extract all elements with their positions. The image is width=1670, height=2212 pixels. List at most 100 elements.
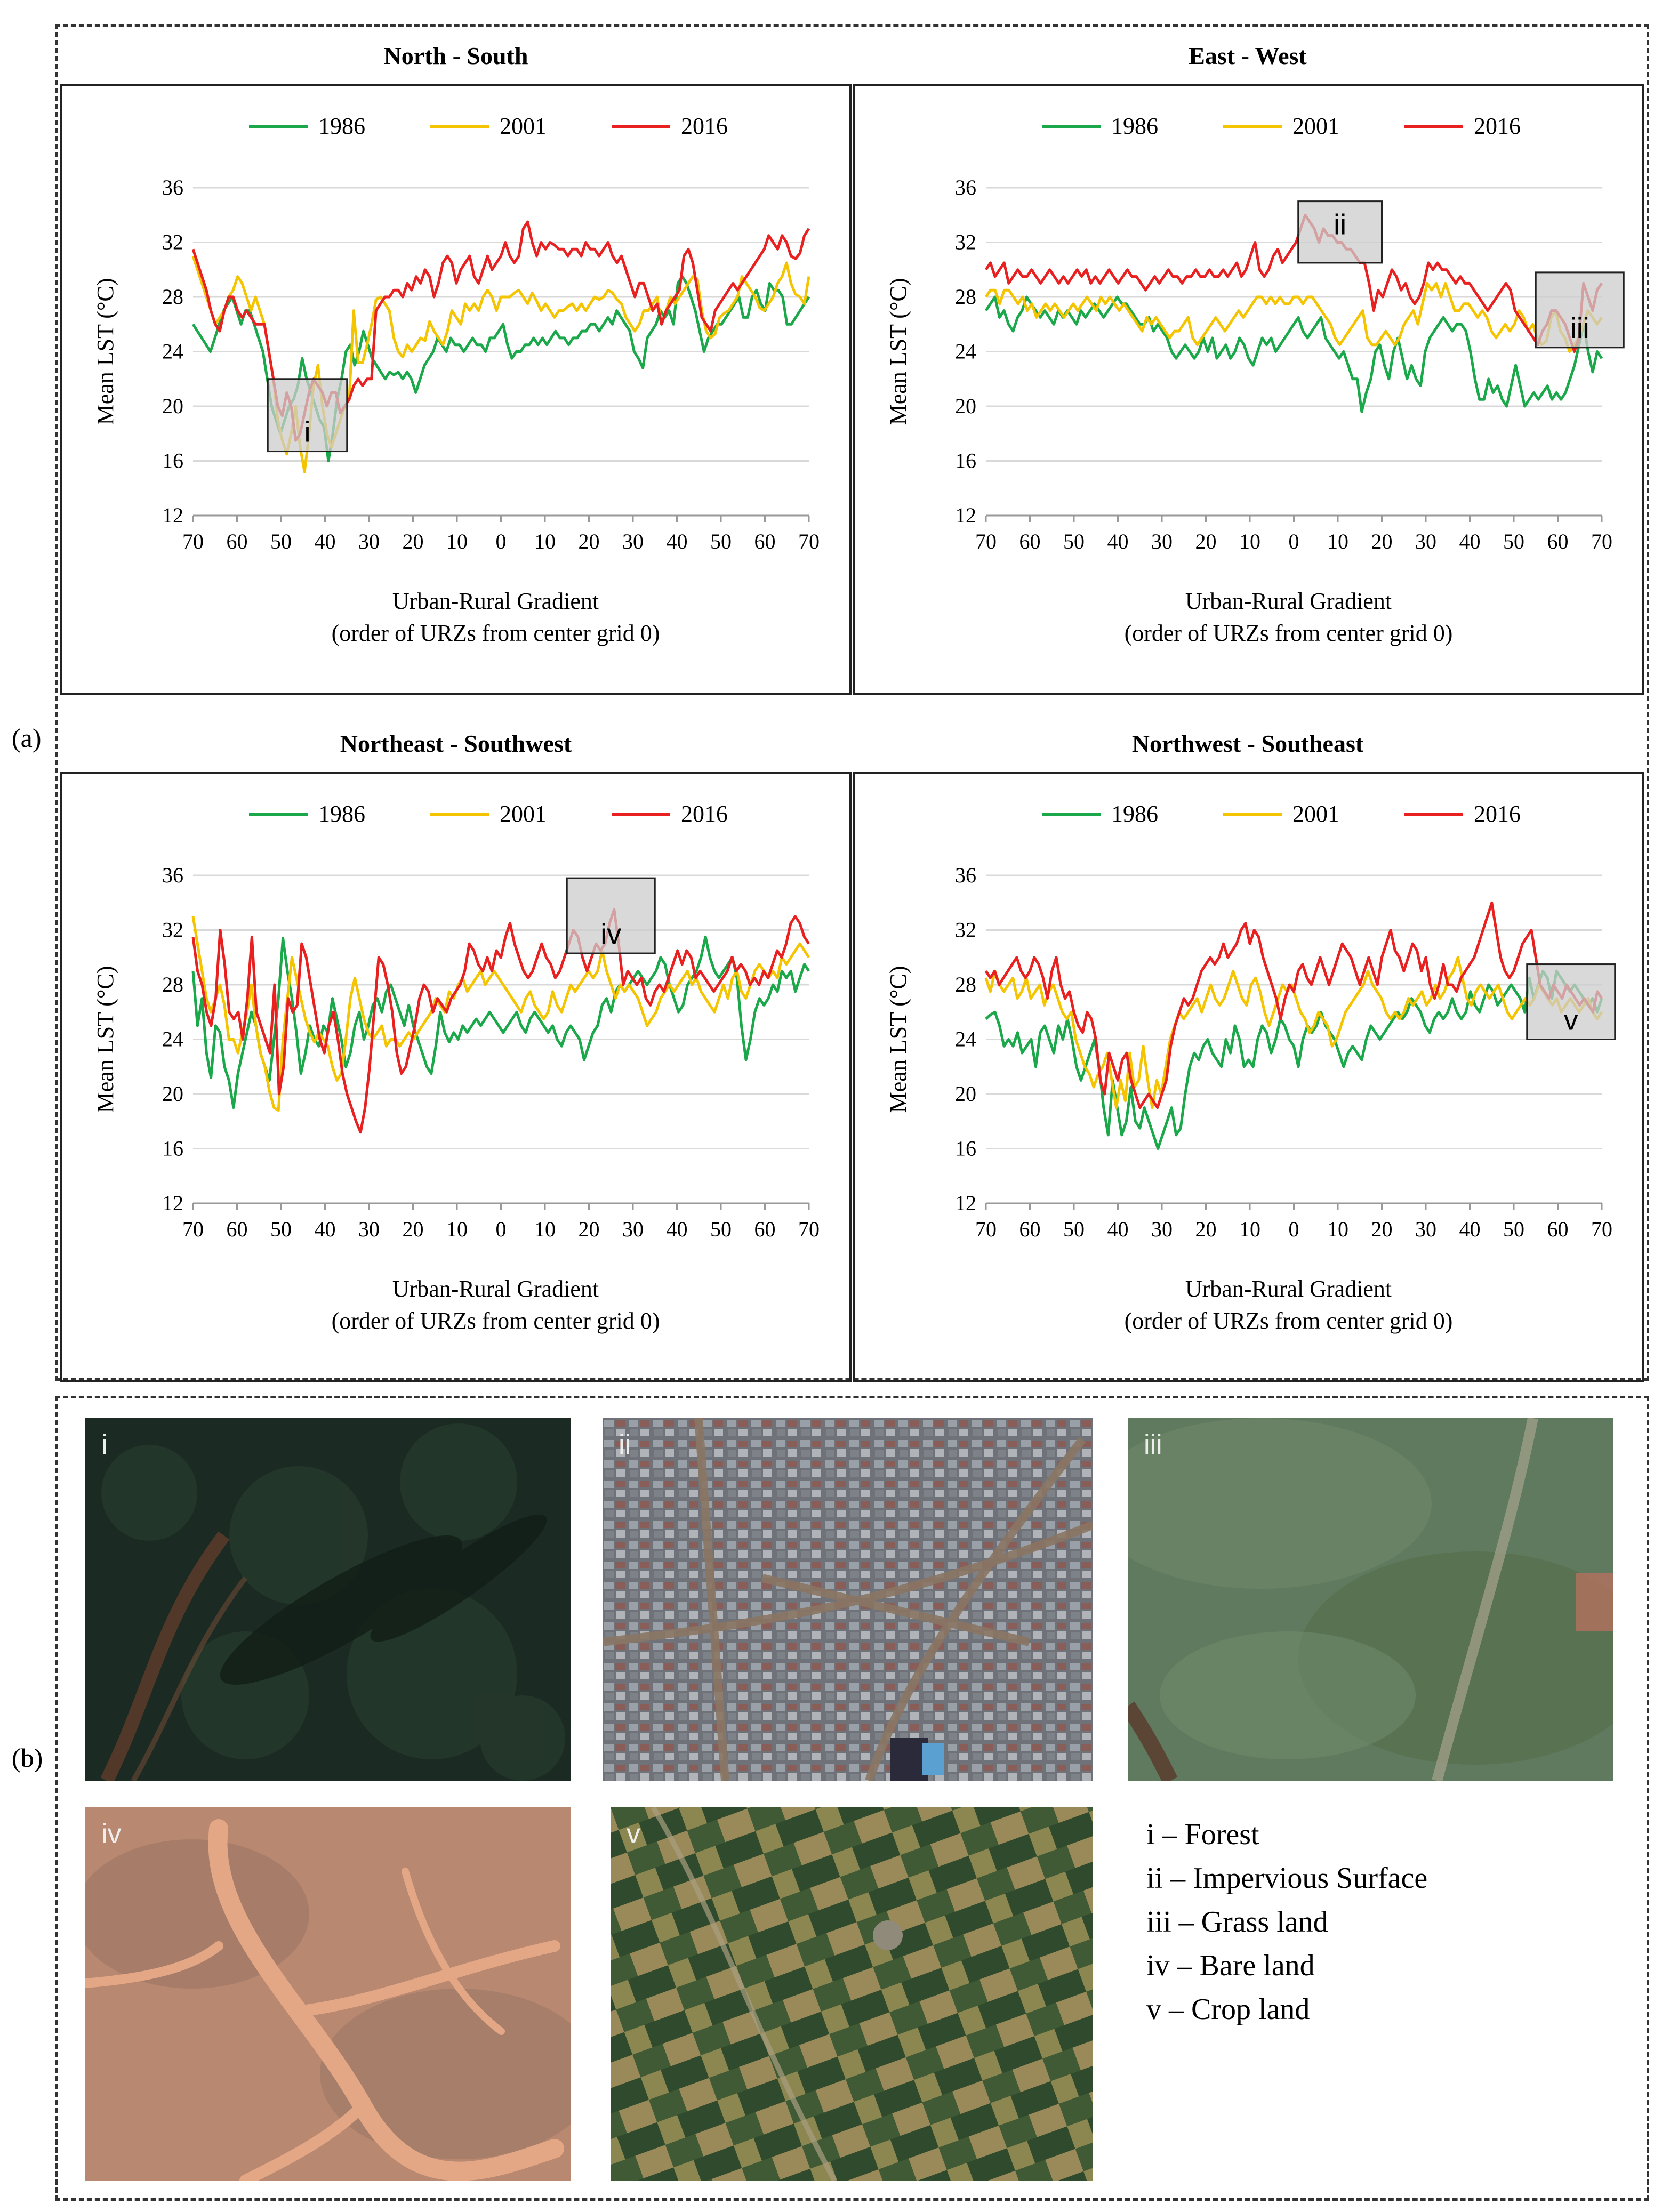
y-axis-label: Mean LST (°C): [92, 966, 118, 1113]
y-tick-label: 16: [162, 449, 183, 473]
x-tick-label: 40: [1459, 1217, 1481, 1241]
chart-title-northwest-southeast: Northwest - Southeast: [1131, 730, 1364, 757]
series-line-2001: [984, 956, 1603, 1109]
urban-image: [603, 1418, 1093, 1781]
annotation-label: v: [1564, 1004, 1578, 1036]
bare-land-image: [85, 1807, 571, 2181]
photo-label-ii: ii: [619, 1429, 631, 1460]
y-tick-label: 20: [955, 1082, 976, 1106]
x-tick-label: 70: [798, 1217, 820, 1241]
forest-image: [85, 1418, 571, 1781]
x-tick-label: 20: [403, 529, 424, 553]
y-tick-label: 20: [162, 1082, 183, 1106]
x-tick-label: 10: [534, 1217, 556, 1241]
y-tick-label: 24: [162, 1027, 183, 1051]
annotation-box: [1526, 963, 1616, 1040]
x-tick-label: 10: [446, 529, 468, 553]
x-tick-label: 40: [667, 1217, 688, 1241]
x-tick-label: 30: [358, 529, 380, 553]
y-tick-label: 36: [162, 863, 183, 887]
photo-impervious: ii: [603, 1418, 1093, 1781]
x-tick-label: 60: [1547, 1217, 1569, 1241]
chart-title-east-west: East - West: [1189, 42, 1307, 69]
chart-svg: 12 16 20 24 28 32 36 70 60 50 40 30 20 10 0 10 20 30 40 50 6…: [885, 113, 1625, 646]
x-tick-label: 10: [1239, 1217, 1260, 1241]
x-tick-label: 70: [975, 1217, 997, 1241]
land-cover-legend-item: iii – Grass land: [1146, 1905, 1328, 1938]
annotation-box: [566, 877, 656, 954]
x-axis-label: Urban-Rural Gradient: [1185, 588, 1392, 614]
legend-label-2001: 2001: [500, 113, 547, 139]
y-axis-label: Mean LST (°C): [885, 278, 911, 425]
x-tick-label: 60: [754, 1217, 776, 1241]
chart-svg: 12 16 20 24 28 32 36 70 60 50 40 30 20 10 0 10 20 30 40 50 6…: [92, 801, 820, 1334]
x-tick-label: 30: [622, 1217, 644, 1241]
photo-label-i: i: [101, 1429, 108, 1460]
x-tick-label: 40: [315, 1217, 336, 1241]
y-tick-label: 12: [955, 1191, 976, 1215]
annotation-box: [267, 378, 348, 453]
x-axis-sublabel: (order of URZs from center grid 0): [332, 1308, 660, 1334]
x-tick-label: 30: [1415, 1217, 1436, 1241]
chart-panel-east-west: 12 16 20 24 28 32 36 70 60 50 40 30 20 10 0 10 20 30 40 50 6…: [853, 84, 1644, 695]
photo-crop-land: v: [611, 1807, 1093, 2181]
legend-label-2001: 2001: [1292, 801, 1339, 827]
x-tick-label: 40: [1459, 529, 1481, 553]
panel-a-frame: [55, 24, 1649, 1381]
y-tick-label: 20: [955, 394, 976, 418]
x-axis-label: Urban-Rural Gradient: [392, 1276, 599, 1302]
legend-label-2001: 2001: [500, 801, 547, 827]
legend-label-1986: 1986: [318, 113, 365, 139]
y-tick-label: 32: [162, 230, 183, 254]
x-tick-label: 20: [403, 1217, 424, 1241]
series-line-1986: [985, 969, 1603, 1150]
annotation-label: iii: [1570, 312, 1589, 344]
y-tick-label: 12: [162, 1191, 183, 1215]
photo-grassland: iii: [1128, 1418, 1613, 1781]
legend-label-2016: 2016: [681, 801, 728, 827]
land-cover-legend-item: ii – Impervious Surface: [1146, 1862, 1428, 1895]
annotation-label: ii: [1334, 209, 1346, 241]
y-tick-label: 28: [162, 285, 183, 309]
x-tick-label: 60: [227, 529, 248, 553]
x-tick-label: 10: [1327, 1217, 1348, 1241]
x-tick-label: 50: [710, 529, 732, 553]
x-tick-label: 70: [1591, 529, 1612, 553]
crop-land-image: [611, 1807, 1093, 2181]
x-tick-label: 10: [446, 1217, 468, 1241]
x-tick-label: 60: [754, 529, 776, 553]
land-cover-legend-item: i – Forest: [1146, 1818, 1259, 1851]
photo-label-iv: iv: [101, 1819, 122, 1849]
y-tick-label: 20: [162, 394, 183, 418]
y-tick-label: 28: [955, 972, 976, 996]
y-tick-label: 32: [955, 918, 976, 942]
series-line-2001: [984, 281, 1603, 353]
chart-svg: 12 16 20 24 28 32 36 70 60 50 40 30 20 10 0 10 20 30 40 50 6…: [92, 113, 820, 646]
y-tick-label: 12: [955, 503, 976, 527]
x-tick-label: 30: [358, 1217, 380, 1241]
legend-label-1986: 1986: [318, 801, 365, 827]
x-tick-label: 50: [270, 529, 292, 553]
x-tick-label: 30: [1151, 1217, 1173, 1241]
x-tick-label: 40: [1107, 529, 1129, 553]
chart-svg: 12 16 20 24 28 32 36 70 60 50 40 30 20 10 0 10 20 30 40 50 6…: [885, 801, 1616, 1334]
series-line-2016: [191, 908, 810, 1134]
x-tick-label: 20: [1371, 529, 1393, 553]
y-tick-label: 32: [162, 918, 183, 942]
x-tick-label: 50: [270, 1217, 292, 1241]
x-tick-label: 60: [227, 1217, 248, 1241]
x-tick-label: 70: [182, 529, 204, 553]
land-cover-legend-item: iv – Bare land: [1146, 1949, 1315, 1982]
y-tick-label: 36: [955, 863, 976, 887]
x-tick-label: 30: [1415, 529, 1436, 553]
series-line-2001: [191, 916, 810, 1112]
x-axis-sublabel: (order of URZs from center grid 0): [1125, 1308, 1453, 1334]
y-axis-label: Mean LST (°C): [885, 966, 911, 1113]
x-tick-label: 10: [1239, 529, 1260, 553]
photo-label-v: v: [627, 1819, 640, 1849]
x-tick-label: 60: [1547, 529, 1569, 553]
x-tick-label: 0: [1289, 529, 1299, 553]
y-tick-label: 36: [162, 175, 183, 199]
x-axis-sublabel: (order of URZs from center grid 0): [1125, 620, 1453, 646]
legend-label-2016: 2016: [1474, 801, 1521, 827]
